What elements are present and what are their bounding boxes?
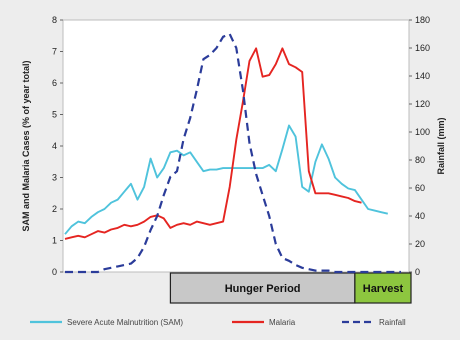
y-right-tick-label: 100 <box>415 127 430 137</box>
y-right-tick-label: 0 <box>415 267 420 277</box>
y-left-tick-label: 4 <box>52 141 57 151</box>
y-right-tick-label: 180 <box>415 15 430 25</box>
y-left-tick-label: 8 <box>52 15 57 25</box>
y-right-tick-label: 160 <box>415 43 430 53</box>
y-left-tick-label: 1 <box>52 236 57 246</box>
period-bands: Hunger Period Harvest <box>169 272 412 304</box>
series-lines <box>64 32 401 274</box>
y-left-tick-label: 0 <box>52 267 57 277</box>
band-hunger-period <box>169 272 356 304</box>
series-line-malaria <box>64 47 362 240</box>
legend: Severe Acute Malnutrition (SAM) Malaria Ra… <box>30 318 406 327</box>
y-left-tick-label: 6 <box>52 78 57 88</box>
y-axis-right-label: Rainfall (mm) <box>436 117 446 174</box>
y-right-tick-label: 80 <box>415 155 425 165</box>
legend-label: Rainfall <box>379 318 406 327</box>
y-right-tick-label: 140 <box>415 71 430 81</box>
legend-label: Malaria <box>269 318 296 327</box>
y-right-tick-label: 20 <box>415 239 425 249</box>
legend-label: Severe Acute Malnutrition (SAM) <box>67 318 183 327</box>
y-right-tick-label: 120 <box>415 99 430 109</box>
series-line-rainfall <box>65 32 401 274</box>
band-label: Hunger Period <box>225 283 301 295</box>
band-harvest <box>354 272 412 304</box>
y-left-tick-label: 7 <box>52 47 57 57</box>
y-left-tick-label: 3 <box>52 173 57 183</box>
y-left-tick-label: 2 <box>52 204 57 214</box>
y-axis-left-label: SAM and Malaria Cases (% of year total) <box>21 60 31 231</box>
y-left-tick-label: 5 <box>52 110 57 120</box>
y-right-tick-label: 40 <box>415 211 425 221</box>
series-line-severe-acute-malnutrition-sam <box>64 124 389 235</box>
band-label: Harvest <box>363 283 404 295</box>
y-right-tick-label: 60 <box>415 183 425 193</box>
